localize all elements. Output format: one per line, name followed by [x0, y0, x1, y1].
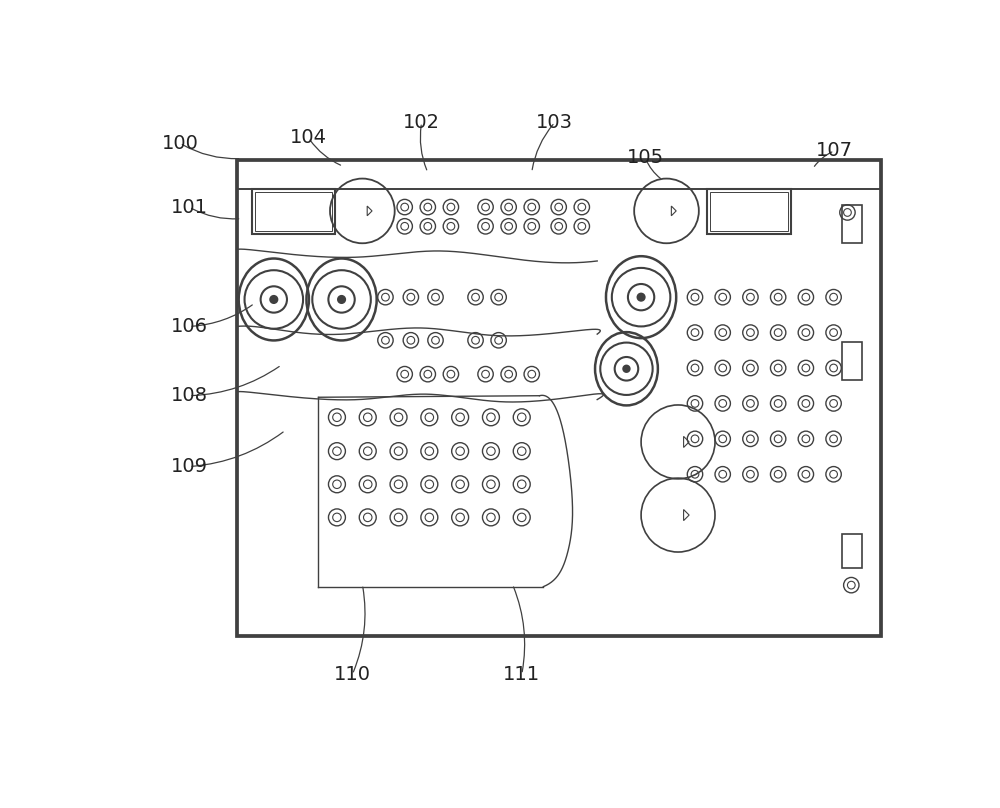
- Circle shape: [338, 296, 345, 303]
- Circle shape: [623, 366, 630, 372]
- Bar: [237, 160, 881, 636]
- Text: 107: 107: [816, 141, 853, 160]
- Bar: [842, 342, 862, 381]
- Circle shape: [638, 293, 645, 301]
- Bar: [707, 189, 791, 234]
- Text: 108: 108: [171, 386, 208, 406]
- Text: 111: 111: [503, 665, 540, 684]
- Bar: [842, 204, 862, 243]
- Text: 103: 103: [536, 113, 573, 132]
- Text: 100: 100: [161, 133, 198, 153]
- Text: 109: 109: [171, 457, 208, 476]
- Text: 101: 101: [171, 198, 208, 217]
- Bar: [842, 534, 862, 568]
- Bar: [710, 192, 788, 231]
- Text: 104: 104: [290, 128, 327, 147]
- Text: 110: 110: [334, 665, 371, 684]
- Circle shape: [270, 296, 277, 303]
- Text: 106: 106: [171, 317, 208, 336]
- Bar: [252, 189, 335, 234]
- Bar: [255, 192, 332, 231]
- Text: 102: 102: [403, 113, 440, 132]
- Text: 105: 105: [626, 148, 664, 166]
